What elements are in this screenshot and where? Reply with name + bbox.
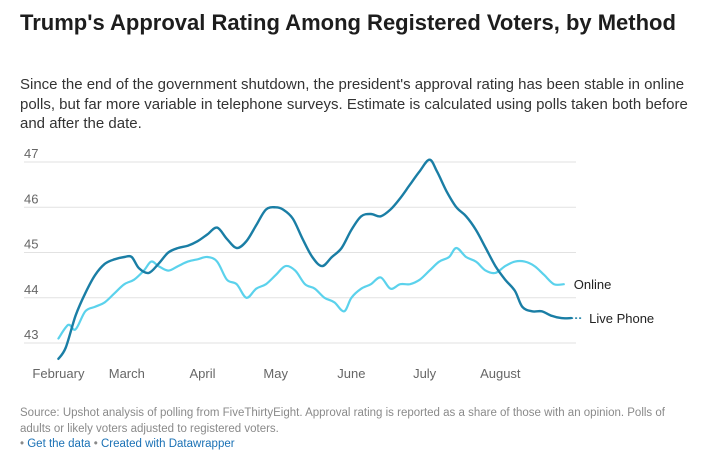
x-tick-label: March [109, 366, 145, 381]
y-tick-label: 46 [24, 191, 38, 206]
bullet-separator: • [20, 438, 25, 450]
x-tick-label: August [480, 366, 521, 381]
series-label-online: Online [574, 277, 612, 292]
chart-footer: Source: Upshot analysis of polling from … [20, 406, 690, 453]
x-tick-label: February [32, 366, 85, 381]
series-line-live-phone [57, 158, 573, 360]
y-tick-label: 44 [24, 282, 38, 297]
series-lines [57, 158, 584, 360]
series-labels: Online Live Phone [574, 277, 654, 326]
x-tick-label: June [337, 366, 365, 381]
chart-title: Trump's Approval Rating Among Registered… [20, 10, 676, 35]
get-data-link[interactable]: Get the data [27, 438, 91, 450]
source-note: Source: Upshot analysis of polling from … [20, 407, 665, 435]
series-label-live-phone: Live Phone [589, 311, 654, 326]
y-tick-label: 47 [24, 146, 38, 161]
chart-subtitle: Since the end of the government shutdown… [20, 76, 688, 132]
created-with-datawrapper-link[interactable]: Created with Datawrapper [100, 438, 235, 450]
y-tick-label: 45 [24, 237, 38, 252]
x-tick-label: May [263, 366, 288, 381]
y-axis-ticks: 43 44 45 46 47 [24, 146, 38, 342]
bullet-separator: • [93, 438, 98, 450]
line-chart: 43 44 45 46 47 February March April May June July… [24, 146, 654, 381]
x-axis-ticks: February March April May June July August [32, 366, 521, 381]
x-tick-label: April [189, 366, 215, 381]
x-tick-label: July [413, 366, 437, 381]
y-tick-label: 43 [24, 327, 38, 342]
footer-links: • Get the data • Created with Datawrappe… [20, 437, 690, 453]
gridlines [24, 161, 576, 344]
